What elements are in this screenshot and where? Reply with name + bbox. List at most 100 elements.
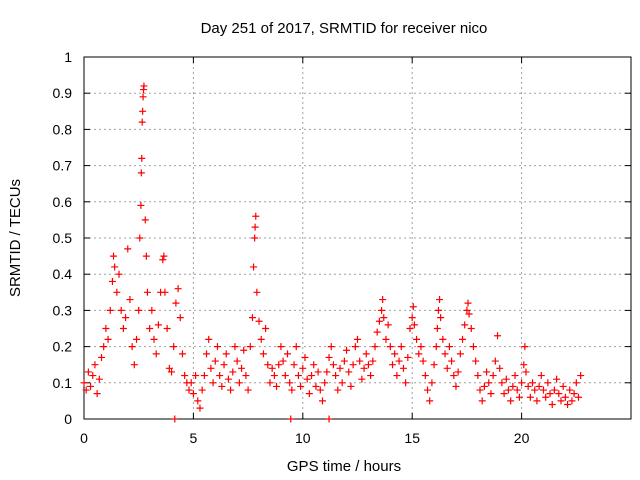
data-point xyxy=(574,393,582,401)
data-point xyxy=(207,364,215,372)
data-point xyxy=(347,382,355,390)
data-point xyxy=(281,372,289,380)
y-tick-label: 0.3 xyxy=(53,302,73,318)
data-point xyxy=(140,82,148,90)
data-point xyxy=(360,364,368,372)
data-point xyxy=(515,393,523,401)
data-point xyxy=(467,325,475,332)
data-point xyxy=(310,361,318,369)
data-point xyxy=(283,350,291,358)
data-point xyxy=(463,306,471,314)
data-point xyxy=(443,364,451,372)
data-point xyxy=(192,372,200,380)
data-point xyxy=(358,375,366,383)
data-point xyxy=(185,386,193,394)
data-point xyxy=(137,169,145,177)
data-point xyxy=(250,263,258,271)
data-point xyxy=(424,386,432,394)
data-point xyxy=(268,364,276,372)
data-point xyxy=(474,372,482,380)
data-point xyxy=(150,335,158,343)
data-points xyxy=(80,82,585,423)
data-point xyxy=(502,375,510,383)
data-point xyxy=(205,335,213,343)
data-point xyxy=(84,368,92,376)
data-point xyxy=(349,361,357,369)
data-point xyxy=(336,364,344,372)
data-point xyxy=(139,107,147,115)
data-point xyxy=(87,382,95,390)
data-point xyxy=(544,379,552,387)
data-point xyxy=(257,335,265,343)
data-point xyxy=(115,270,123,278)
data-point xyxy=(187,379,195,387)
data-point xyxy=(152,350,160,358)
data-point xyxy=(537,372,545,380)
data-point xyxy=(89,372,97,380)
data-point xyxy=(251,223,259,231)
data-point xyxy=(262,325,270,332)
data-point xyxy=(110,252,118,260)
data-point xyxy=(242,372,250,380)
data-point xyxy=(375,317,383,325)
chart-title: Day 251 of 2017, SRMTID for receiver nic… xyxy=(201,20,488,37)
data-point xyxy=(91,361,99,369)
data-point xyxy=(354,335,361,343)
y-tick-label: 0.1 xyxy=(53,375,73,391)
data-point xyxy=(122,314,130,322)
data-point xyxy=(104,335,112,343)
data-point xyxy=(432,343,440,351)
data-point xyxy=(244,386,252,394)
data-point xyxy=(434,306,442,314)
data-point xyxy=(323,368,331,376)
data-point xyxy=(287,415,295,423)
data-point xyxy=(494,332,502,340)
data-point xyxy=(259,350,267,358)
data-point xyxy=(454,368,462,376)
data-point xyxy=(402,379,410,387)
data-point xyxy=(160,252,168,260)
axis-ticks xyxy=(83,56,631,420)
data-point xyxy=(299,364,307,372)
data-point xyxy=(174,285,182,293)
y-tick-label: 0.5 xyxy=(53,230,73,246)
data-point xyxy=(297,382,305,390)
data-point xyxy=(251,234,259,242)
data-point xyxy=(483,368,491,376)
data-point xyxy=(476,386,484,394)
data-point xyxy=(433,325,441,332)
data-point xyxy=(231,343,239,351)
y-tick-label: 0 xyxy=(64,411,72,427)
data-point xyxy=(137,201,145,209)
data-point xyxy=(138,118,146,126)
data-point xyxy=(507,397,515,405)
data-point xyxy=(255,317,263,325)
data-point xyxy=(464,299,472,307)
data-point xyxy=(491,357,499,365)
data-point xyxy=(520,361,528,369)
y-axis-title: SRMTID / TECUs xyxy=(7,179,24,297)
data-point xyxy=(553,375,561,383)
data-point xyxy=(161,288,169,296)
data-point xyxy=(561,393,569,401)
data-point xyxy=(485,379,493,387)
data-point xyxy=(408,314,416,322)
data-point xyxy=(119,325,127,332)
data-point xyxy=(415,350,423,358)
data-point xyxy=(441,350,449,358)
data-point xyxy=(524,382,532,390)
data-point xyxy=(154,321,162,329)
data-point xyxy=(136,234,144,242)
data-point xyxy=(542,393,550,401)
data-point xyxy=(459,335,467,343)
data-point xyxy=(303,375,311,383)
data-point xyxy=(218,382,226,390)
data-point xyxy=(220,361,228,369)
data-point xyxy=(98,353,106,361)
data-point xyxy=(329,361,337,369)
data-point xyxy=(194,397,202,405)
data-point xyxy=(461,321,469,329)
data-point xyxy=(445,343,453,351)
data-point xyxy=(176,314,184,322)
x-tick-label: 15 xyxy=(404,430,420,446)
